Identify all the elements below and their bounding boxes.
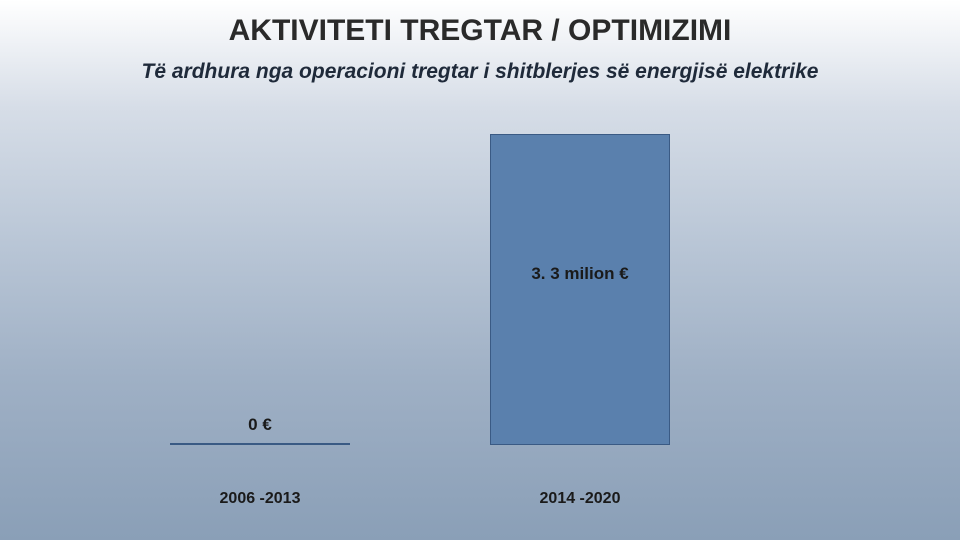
- bar-0: [170, 443, 350, 445]
- bar-1: [490, 134, 670, 445]
- x-axis-label-0: 2006 -2013: [170, 490, 350, 508]
- bar-value-label-0: 0 €: [170, 415, 350, 435]
- bar-chart: [150, 115, 810, 445]
- bar-value-label-1: 3. 3 milion €: [490, 264, 670, 284]
- slide-subtitle: Të ardhura nga operacioni tregtar i shit…: [0, 60, 960, 84]
- slide-title: AKTIVITETI TREGTAR / OPTIMIZIMI: [0, 14, 960, 48]
- slide: AKTIVITETI TREGTAR / OPTIMIZIMI Të ardhu…: [0, 0, 960, 540]
- x-axis-label-1: 2014 -2020: [490, 490, 670, 508]
